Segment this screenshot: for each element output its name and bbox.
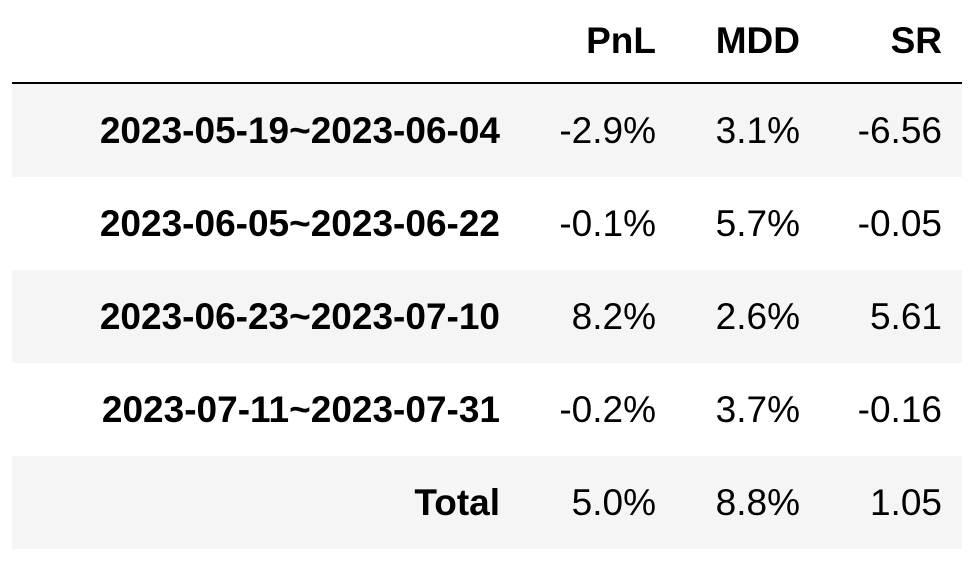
table-row: 2023-06-23~2023-07-10 8.2% 2.6% 5.61	[12, 270, 962, 363]
spacer-cell	[942, 177, 962, 270]
table-cell: 3.7%	[715, 388, 800, 430]
spacer-cell	[942, 270, 962, 363]
column-header: MDD	[656, 0, 800, 84]
table-row: 2023-07-11~2023-07-31 -0.2% 3.7% -0.16	[12, 363, 962, 456]
header-row: PnL MDD SR	[12, 0, 962, 84]
table-cell: 3.1%	[715, 109, 800, 151]
row-label: 2023-06-05~2023-06-22	[99, 202, 500, 244]
spacer-cell	[942, 363, 962, 456]
table-cell: -0.1%	[559, 202, 656, 244]
table-cell: -0.2%	[559, 388, 656, 430]
table-header: PnL MDD SR	[12, 0, 962, 84]
table-cell: 5.61	[869, 295, 942, 337]
table-row: Total 5.0% 8.8% 1.05	[12, 456, 962, 549]
table-cell: 1.05	[869, 481, 942, 523]
column-header: SR	[800, 0, 942, 84]
table-cell: -0.05	[857, 202, 942, 244]
spacer-cell	[942, 0, 962, 84]
stats-table: PnL MDD SR 2023-05-19~2023-06-04 -2.9% 3.1% -…	[12, 0, 962, 549]
row-label: 2023-07-11~2023-07-31	[101, 388, 500, 430]
table-cell: -0.16	[857, 388, 942, 430]
table-cell: 5.7%	[715, 202, 800, 244]
table-row: 2023-05-19~2023-06-04 -2.9% 3.1% -6.56	[12, 83, 962, 177]
table-cell: 8.8%	[715, 481, 800, 523]
table-body: 2023-05-19~2023-06-04 -2.9% 3.1% -6.56 2023-…	[12, 83, 962, 549]
table-cell: -6.56	[857, 109, 942, 151]
table-cell: 5.0%	[571, 481, 656, 523]
table-cell: -2.9%	[559, 109, 656, 151]
column-header: PnL	[500, 0, 656, 84]
row-label: 2023-05-19~2023-06-04	[99, 109, 500, 151]
spacer-cell	[942, 456, 962, 549]
table-row: 2023-06-05~2023-06-22 -0.1% 5.7% -0.05	[12, 177, 962, 270]
corner-cell	[12, 0, 500, 84]
spacer-cell	[942, 83, 962, 177]
row-label: Total	[414, 481, 500, 523]
table-cell: 8.2%	[571, 295, 656, 337]
row-label: 2023-06-23~2023-07-10	[99, 295, 500, 337]
table-cell: 2.6%	[715, 295, 800, 337]
